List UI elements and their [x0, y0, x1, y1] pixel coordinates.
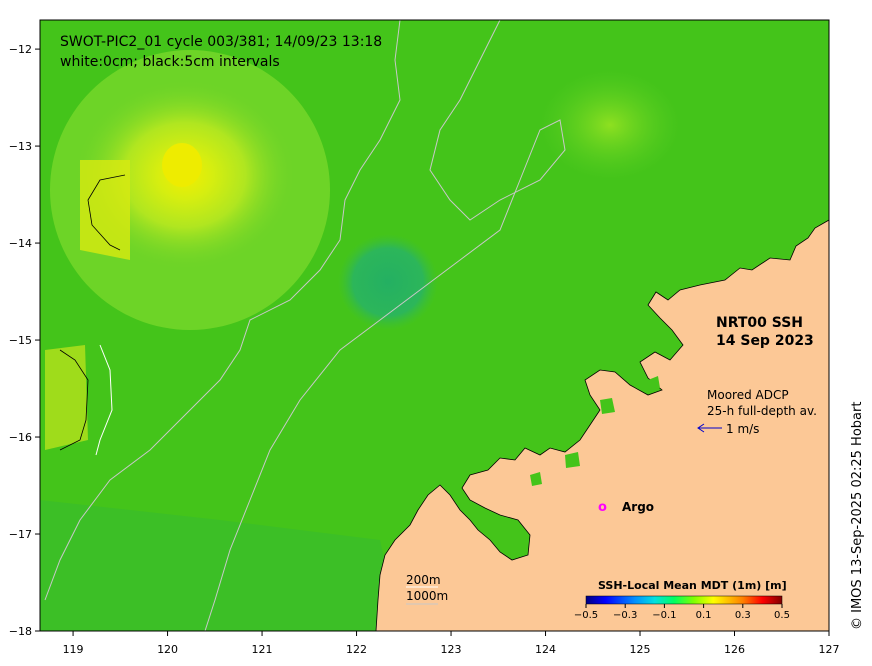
x-tick-label: 122	[346, 643, 367, 656]
colorbar-tick-label: −0.5	[574, 610, 598, 621]
contour-5cm-west-lower	[59, 349, 89, 451]
colorbar-tick-label: −0.1	[652, 610, 676, 621]
plot-frame	[39, 19, 830, 632]
contour-0cm	[95, 344, 113, 456]
argo-symbol: o	[598, 500, 607, 515]
ssh-high-ne	[540, 70, 680, 180]
credit-text: © IMOS 13-Sep-2025 02:25 Hobart	[850, 402, 865, 630]
x-tick-label: 119	[63, 643, 84, 656]
y-axis: −12 −13 −14 −15 −16 −17 −18	[9, 43, 40, 638]
colorbar-tick-label: 0.3	[735, 610, 751, 621]
argo-label: Argo	[622, 500, 654, 514]
contour-200m	[204, 20, 566, 631]
x-axis: 119 120 121 122 123 124 125 126 127	[63, 631, 840, 656]
ssh-high-core	[162, 143, 202, 187]
adcp-scale-label: 1 m/s	[726, 422, 759, 436]
y-tick-label: −17	[9, 528, 32, 541]
x-tick-label: 121	[252, 643, 273, 656]
product-name: NRT00 SSH	[716, 315, 803, 331]
bathy-200-label: 200m	[406, 573, 441, 587]
y-tick-label: −12	[9, 43, 32, 56]
ssh-low-eddy	[338, 234, 438, 330]
map-plot-area	[40, 20, 829, 631]
y-tick-label: −13	[9, 140, 32, 153]
australia-land	[375, 219, 829, 631]
product-date: 14 Sep 2023	[716, 333, 814, 349]
figure-title: SWOT-PIC2_01 cycle 003/381; 14/09/23 13:…	[60, 34, 382, 50]
x-tick-label: 124	[535, 643, 556, 656]
colorbar-tick-label: 0.5	[774, 610, 790, 621]
x-tick-label: 127	[819, 643, 840, 656]
contour-5cm-west	[87, 174, 126, 251]
x-tick-label: 120	[157, 643, 178, 656]
ssh-strip-high	[80, 160, 130, 260]
contour-1000m	[44, 20, 401, 601]
colorbar-ticks: −0.5 −0.3 −0.1 0.1 0.3 0.5	[574, 604, 790, 621]
y-tick-label: −14	[9, 237, 32, 250]
y-tick-label: −16	[9, 431, 32, 444]
x-tick-label: 123	[441, 643, 462, 656]
x-tick-label: 125	[630, 643, 651, 656]
y-tick-label: −18	[9, 625, 32, 638]
colorbar-tick-label: −0.3	[613, 610, 637, 621]
x-tick-label: 126	[724, 643, 745, 656]
adcp-sublabel: 25-h full-depth av.	[707, 404, 817, 418]
figure-subtitle: white:0cm; black:5cm intervals	[60, 54, 280, 70]
y-tick-label: −15	[9, 334, 32, 347]
adcp-scale-arrow-icon	[697, 423, 722, 433]
colorbar-title: SSH-Local Mean MDT (1m) [m]	[598, 579, 787, 592]
bathy-1000-label: 1000m	[406, 589, 448, 603]
colorbar-tick-label: 0.1	[696, 610, 712, 621]
adcp-label: Moored ADCP	[707, 388, 789, 402]
ocean-lower-band	[40, 500, 400, 631]
ssh-strip-low	[45, 345, 88, 450]
colorbar-gradient	[585, 595, 783, 605]
